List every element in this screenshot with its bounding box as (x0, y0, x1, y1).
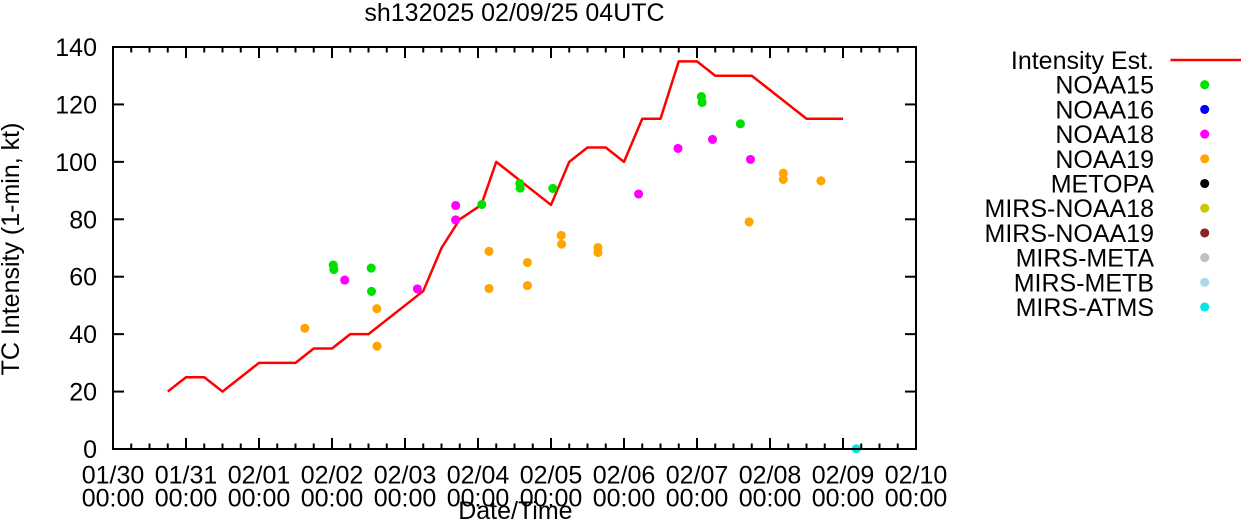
svg-text:00:00: 00:00 (812, 485, 875, 513)
svg-text:MIRS-META: MIRS-META (1016, 245, 1155, 273)
svg-text:MIRS-NOAA18: MIRS-NOAA18 (985, 195, 1154, 223)
svg-text:00:00: 00:00 (155, 485, 218, 513)
svg-text:NOAA19: NOAA19 (1055, 146, 1154, 174)
svg-text:40: 40 (69, 321, 97, 349)
svg-text:NOAA16: NOAA16 (1055, 96, 1154, 124)
svg-text:02/10: 02/10 (885, 462, 948, 490)
svg-text:NOAA15: NOAA15 (1055, 72, 1154, 100)
svg-text:NOAA18: NOAA18 (1055, 121, 1154, 149)
svg-text:02/08: 02/08 (739, 462, 802, 490)
svg-text:00:00: 00:00 (885, 485, 948, 513)
svg-text:02/03: 02/03 (374, 462, 437, 490)
svg-text:00:00: 00:00 (228, 485, 291, 513)
svg-text:00:00: 00:00 (374, 485, 437, 513)
svg-text:00:00: 00:00 (593, 485, 656, 513)
svg-text:02/02: 02/02 (301, 462, 364, 490)
svg-text:00:00: 00:00 (82, 485, 145, 513)
svg-text:01/31: 01/31 (155, 462, 218, 490)
svg-text:MIRS-METB: MIRS-METB (1014, 269, 1154, 297)
svg-text:80: 80 (69, 206, 97, 234)
svg-text:120: 120 (55, 91, 97, 119)
svg-text:Date/Time: Date/Time (458, 497, 572, 521)
svg-text:02/04: 02/04 (447, 462, 510, 490)
svg-text:20: 20 (69, 379, 97, 407)
svg-text:02/01: 02/01 (228, 462, 291, 490)
svg-text:sh132025 02/09/25 04UTC: sh132025 02/09/25 04UTC (364, 0, 664, 27)
svg-text:02/09: 02/09 (812, 462, 875, 490)
svg-text:00:00: 00:00 (666, 485, 729, 513)
svg-text:02/07: 02/07 (666, 462, 729, 490)
svg-text:MIRS-NOAA19: MIRS-NOAA19 (985, 220, 1154, 248)
svg-text:02/06: 02/06 (593, 462, 656, 490)
svg-text:01/30: 01/30 (82, 462, 145, 490)
svg-text:00:00: 00:00 (447, 485, 510, 513)
svg-text:MIRS-ATMS: MIRS-ATMS (1016, 294, 1154, 322)
svg-text:TC Intensity (1-min, kt): TC Intensity (1-min, kt) (0, 123, 25, 376)
svg-text:00:00: 00:00 (520, 485, 583, 513)
svg-text:Intensity Est.: Intensity Est. (1011, 47, 1154, 75)
svg-text:0: 0 (83, 436, 97, 464)
svg-text:140: 140 (55, 34, 97, 62)
svg-text:METOPA: METOPA (1051, 171, 1155, 199)
svg-text:100: 100 (55, 149, 97, 177)
svg-text:00:00: 00:00 (301, 485, 364, 513)
svg-text:02/05: 02/05 (520, 462, 583, 490)
svg-text:60: 60 (69, 264, 97, 292)
svg-text:00:00: 00:00 (739, 485, 802, 513)
